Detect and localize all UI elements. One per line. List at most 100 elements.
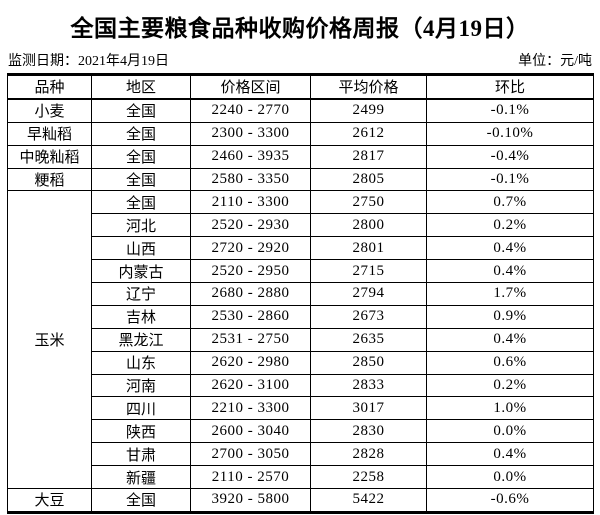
- variety-cell: 小麦: [7, 98, 92, 123]
- report-title: 全国主要粮食品种收购价格周报（4月19日）: [70, 16, 530, 41]
- region-cell: 全国: [91, 121, 191, 146]
- region-cell: 全国: [91, 167, 191, 192]
- table-row: 吉林 2530 - 2860 2673 0.9%: [8, 304, 594, 329]
- col-header-region: 地区: [91, 73, 191, 100]
- region-cell: 全国: [91, 488, 191, 513]
- table-row: 河南 2620 - 3100 2833 0.2%: [8, 373, 594, 398]
- change-cell: 0.0%: [426, 465, 594, 490]
- variety-cell-corn: 玉米: [7, 190, 92, 490]
- price-range-cell: 2210 - 3300: [190, 396, 311, 421]
- region-cell: 新疆: [91, 465, 191, 490]
- variety-cell: 粳稻: [7, 167, 92, 192]
- price-range-cell: 2620 - 3100: [190, 373, 311, 398]
- region-cell: 辽宁: [91, 282, 191, 306]
- unit-label: 单位：元/吨: [518, 54, 592, 69]
- price-table: 品种 地区 价格区间 平均价格 环比 小麦 全国 2240 - 2770 249…: [7, 73, 594, 514]
- variety-cell: 早籼稻: [7, 121, 92, 146]
- price-range-cell: 2530 - 2860: [190, 304, 311, 329]
- region-cell: 甘肃: [91, 442, 191, 467]
- region-cell: 内蒙古: [91, 259, 191, 284]
- table-row: 大豆 全国 3920 - 5800 5422 -0.6%: [7, 488, 594, 513]
- region-cell: 全国: [91, 190, 191, 215]
- region-cell: 全国: [91, 98, 191, 123]
- table-row: 内蒙古 2520 - 2950 2715 0.4%: [8, 259, 594, 284]
- avg-price-cell: 2715: [310, 259, 427, 284]
- avg-price-cell: 2833: [310, 373, 427, 398]
- avg-price-cell: 5422: [310, 488, 427, 513]
- change-cell: -0.10%: [426, 121, 594, 146]
- price-range-cell: 2580 - 3350: [190, 167, 311, 192]
- price-range-cell: 2680 - 2880: [190, 282, 311, 306]
- variety-cell: 大豆: [7, 488, 92, 513]
- price-range-cell: 2620 - 2980: [190, 350, 311, 375]
- table-row: 四川 2210 - 3300 3017 1.0%: [8, 396, 594, 421]
- change-cell: 0.4%: [426, 442, 594, 467]
- avg-price-cell: 2828: [310, 442, 427, 467]
- price-range-cell: 2720 - 2920: [190, 236, 311, 261]
- region-cell: 山西: [91, 236, 191, 261]
- price-range-cell: 2240 - 2770: [190, 98, 311, 123]
- table-row: 玉米 全国 2110 - 3300 2750 0.7%: [7, 190, 594, 490]
- table-row: 粳稻 全国 2580 - 3350 2805 -0.1%: [7, 167, 594, 192]
- variety-cell: 中晚籼稻: [7, 144, 92, 169]
- change-cell: 0.2%: [426, 213, 594, 238]
- price-range-cell: 2520 - 2950: [190, 259, 311, 284]
- avg-price-cell: 2830: [310, 419, 427, 444]
- avg-price-cell: 2800: [310, 213, 427, 238]
- change-cell: 0.9%: [426, 304, 594, 329]
- change-cell: 0.4%: [426, 236, 594, 261]
- table-row: 甘肃 2700 - 3050 2828 0.4%: [8, 442, 594, 467]
- price-range-cell: 2300 - 3300: [190, 121, 311, 146]
- avg-price-cell: 2850: [310, 350, 427, 375]
- price-range-cell: 3920 - 5800: [190, 488, 311, 513]
- col-header-change: 环比: [426, 73, 594, 100]
- price-range-cell: 2700 - 3050: [190, 442, 311, 467]
- region-cell: 河北: [91, 213, 191, 238]
- table-row: 山西 2720 - 2920 2801 0.4%: [8, 236, 594, 261]
- avg-price-cell: 2801: [310, 236, 427, 261]
- change-cell: 0.2%: [426, 373, 594, 398]
- change-cell: -0.1%: [426, 98, 594, 123]
- avg-price-cell: 2612: [310, 121, 427, 146]
- table-row: 中晚籼稻 全国 2460 - 3935 2817 -0.4%: [7, 144, 594, 169]
- change-cell: -0.6%: [426, 488, 594, 513]
- table-row: 早籼稻 全国 2300 - 3300 2612 -0.10%: [7, 121, 594, 146]
- change-cell: -0.4%: [426, 144, 594, 169]
- table-row: 辽宁 2680 - 2880 2794 1.7%: [8, 282, 594, 306]
- change-cell: 0.7%: [426, 190, 594, 215]
- region-cell: 全国: [91, 144, 191, 169]
- avg-price-cell: 2794: [310, 282, 427, 306]
- table-row: 黑龙江 2531 - 2750 2635 0.4%: [8, 327, 594, 352]
- avg-price-cell: 2673: [310, 304, 427, 329]
- table-row: 陕西 2600 - 3040 2830 0.0%: [8, 419, 594, 444]
- change-cell: 1.7%: [426, 282, 594, 306]
- avg-price-cell: 3017: [310, 396, 427, 421]
- change-cell: 0.0%: [426, 419, 594, 444]
- region-cell: 河南: [91, 373, 191, 398]
- table-row: 河北 2520 - 2930 2800 0.2%: [8, 213, 594, 238]
- region-cell: 吉林: [91, 304, 191, 329]
- change-cell: 0.6%: [426, 350, 594, 375]
- price-range-cell: 2110 - 3300: [190, 190, 311, 215]
- table-row: 新疆 2110 - 2570 2258 0.0%: [8, 465, 594, 490]
- change-cell: 0.4%: [426, 327, 594, 352]
- meta-row: 监测日期：2021年4月19日 单位：元/吨: [8, 54, 592, 70]
- price-range-cell: 2520 - 2930: [190, 213, 311, 238]
- price-range-cell: 2460 - 3935: [190, 144, 311, 169]
- table-row: 山东 2620 - 2980 2850 0.6%: [8, 350, 594, 375]
- avg-price-cell: 2817: [310, 144, 427, 169]
- col-header-variety: 品种: [7, 73, 92, 100]
- avg-price-cell: 2499: [310, 98, 427, 123]
- col-header-avg-price: 平均价格: [310, 73, 427, 100]
- change-cell: 1.0%: [426, 396, 594, 421]
- change-cell: 0.4%: [426, 259, 594, 284]
- avg-price-cell: 2635: [310, 327, 427, 352]
- table-row: 小麦 全国 2240 - 2770 2499 -0.1%: [7, 98, 594, 123]
- region-cell: 黑龙江: [91, 327, 191, 352]
- price-range-cell: 2600 - 3040: [190, 419, 311, 444]
- avg-price-cell: 2258: [310, 465, 427, 490]
- price-range-cell: 2110 - 2570: [190, 465, 311, 490]
- price-range-cell: 2531 - 2750: [190, 327, 311, 352]
- avg-price-cell: 2805: [310, 167, 427, 192]
